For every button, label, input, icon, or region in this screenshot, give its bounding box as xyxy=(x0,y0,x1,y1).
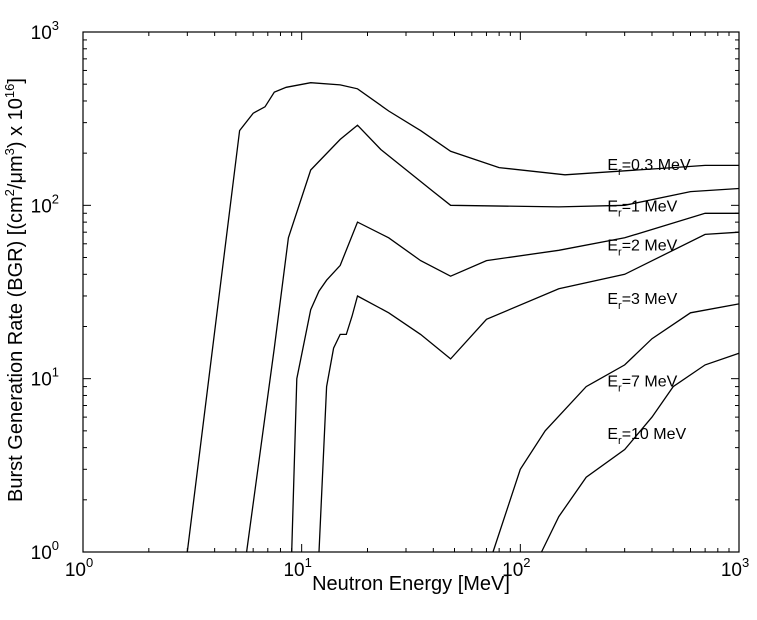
series-line-4 xyxy=(318,231,740,553)
y-axis-title-close: ] xyxy=(5,78,27,84)
series-line-6 xyxy=(540,352,740,553)
series-label-4: Er=3 MeV xyxy=(607,291,677,312)
y-axis-title-mid: /μm xyxy=(5,155,27,189)
y-tick-label: 100 xyxy=(31,538,59,564)
x-tick-label: 102 xyxy=(502,555,530,581)
y-axis-title-sup3: 16 xyxy=(2,84,17,98)
series-line-5 xyxy=(492,303,740,553)
x-axis-title: Neutron Energy [MeV] xyxy=(312,573,510,595)
y-axis-title-sup2: 3 xyxy=(2,148,17,155)
y-tick-label: 103 xyxy=(31,18,59,44)
series-line-2 xyxy=(245,124,740,553)
plot-frame xyxy=(82,31,740,553)
y-axis-title-sup1: 2 xyxy=(2,189,17,196)
series-label-5: Er=7 MeV xyxy=(607,374,677,395)
series-line-1 xyxy=(186,82,739,553)
y-axis-title-main: Burst Generation Rate (BGR) [(cm xyxy=(5,196,27,502)
series-line-3 xyxy=(291,212,739,553)
series-label-3: Er=2 MeV xyxy=(607,237,677,258)
x-tick-label: 100 xyxy=(65,555,93,581)
x-tick-label: 101 xyxy=(283,555,311,581)
series-label-2: Er=1 MeV xyxy=(607,199,677,220)
series-label-6: Er=10 MeV xyxy=(607,426,686,447)
y-tick-label: 101 xyxy=(31,365,59,391)
x-tick-label: 103 xyxy=(721,555,749,581)
series-label-1: Er=0.3 MeV xyxy=(607,157,691,178)
y-tick-label: 102 xyxy=(31,191,59,217)
y-axis-title-end: ) x 10 xyxy=(5,98,27,148)
y-axis-title: Burst Generation Rate (BGR) [(cm2/μm3) x… xyxy=(2,78,27,502)
